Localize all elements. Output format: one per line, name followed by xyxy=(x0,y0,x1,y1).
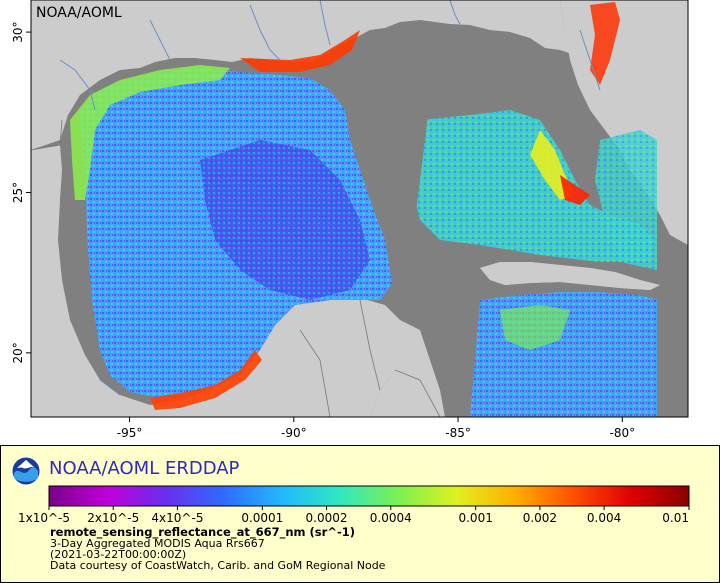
colorbar-tick-label: 2x10^-5 xyxy=(87,511,139,525)
data-credit: Data courtesy of CoastWatch, Carib. and … xyxy=(50,559,386,572)
data-coastal-high xyxy=(240,30,360,72)
dataset-description: 3-Day Aggregated MODIS Aqua Rrs667 xyxy=(50,537,265,550)
panel-title: NOAA/AOML ERDDAP xyxy=(49,458,240,479)
data-florida-high xyxy=(560,175,590,205)
longitude-ticks: -95° -90° -85° -80° xyxy=(117,417,635,440)
data-caribbean-green xyxy=(500,305,570,350)
lat-tick-label: 30° xyxy=(11,21,25,42)
data-campeche-high xyxy=(150,350,262,410)
rivers xyxy=(59,0,601,396)
data-coastal-shelf xyxy=(70,65,230,200)
colorbar: 1x10^-5 2x10^-5 4x10^-5 0.0001 0.0002 0.0004 0… xyxy=(18,485,690,525)
data-eastern-gulf xyxy=(410,110,655,262)
data-atlantic xyxy=(595,130,657,270)
map-plot xyxy=(31,0,688,417)
land-yucatan-east xyxy=(370,320,445,417)
data-atlantic-coast-high xyxy=(590,2,620,85)
latitude-ticks: 30° 25° 20° xyxy=(11,21,31,363)
colorbar-ticks: 1x10^-5 2x10^-5 4x10^-5 0.0001 0.0002 0.0004 0… xyxy=(18,506,690,525)
colorbar-tick-label: 0.0002 xyxy=(306,511,348,525)
land-cuba-top xyxy=(480,262,660,290)
colorbar-tick-label: 4x10^-5 xyxy=(151,511,203,525)
lat-tick-label: 20° xyxy=(11,342,25,363)
data-central-purple xyxy=(200,140,370,300)
borders xyxy=(31,119,441,417)
map-canvas: -95° -90° -85° -80° 30° 25° 20° xyxy=(11,0,689,440)
lat-tick-label: 25° xyxy=(11,182,25,203)
noaa-logo xyxy=(11,456,41,486)
lon-tick-label: -85° xyxy=(445,426,471,440)
plot-frame xyxy=(30,0,689,418)
no-data-gap xyxy=(368,50,430,300)
land-us-gulf-coast xyxy=(31,0,575,150)
colorbar-tick-label: 1x10^-5 xyxy=(18,511,70,525)
lon-tick-label: -80° xyxy=(609,426,635,440)
map-area: -95° -90° -85° -80° 30° 25° 20° NOAA/AOML xyxy=(11,0,689,440)
variable-name: remote_sensing_reflectance_at_667_nm (sr… xyxy=(50,525,355,539)
legend-panel: NOAA/AOML ERDDAP 1x10^-5 2x10^-5 4x10^-5 0.… xyxy=(0,445,720,583)
map-corner-label: NOAA/AOML xyxy=(36,5,122,21)
lon-tick-label: -90° xyxy=(281,426,307,440)
land-mexico xyxy=(31,145,405,417)
colorbar-tick-label: 0.001 xyxy=(458,511,492,525)
colorbar-tick-label: 0.0001 xyxy=(241,511,283,525)
colorbar-tick-label: 0.01 xyxy=(662,511,689,525)
colorbar-tick-label: 0.002 xyxy=(523,511,557,525)
dataset-time: (2021-03-22T00:00:00Z) xyxy=(50,548,187,561)
colorbar-bar xyxy=(48,485,690,507)
lon-tick-label: -95° xyxy=(117,426,143,440)
colorbar-tick-label: 0.004 xyxy=(587,511,621,525)
colorbar-tick-label: 0.0004 xyxy=(370,511,412,525)
